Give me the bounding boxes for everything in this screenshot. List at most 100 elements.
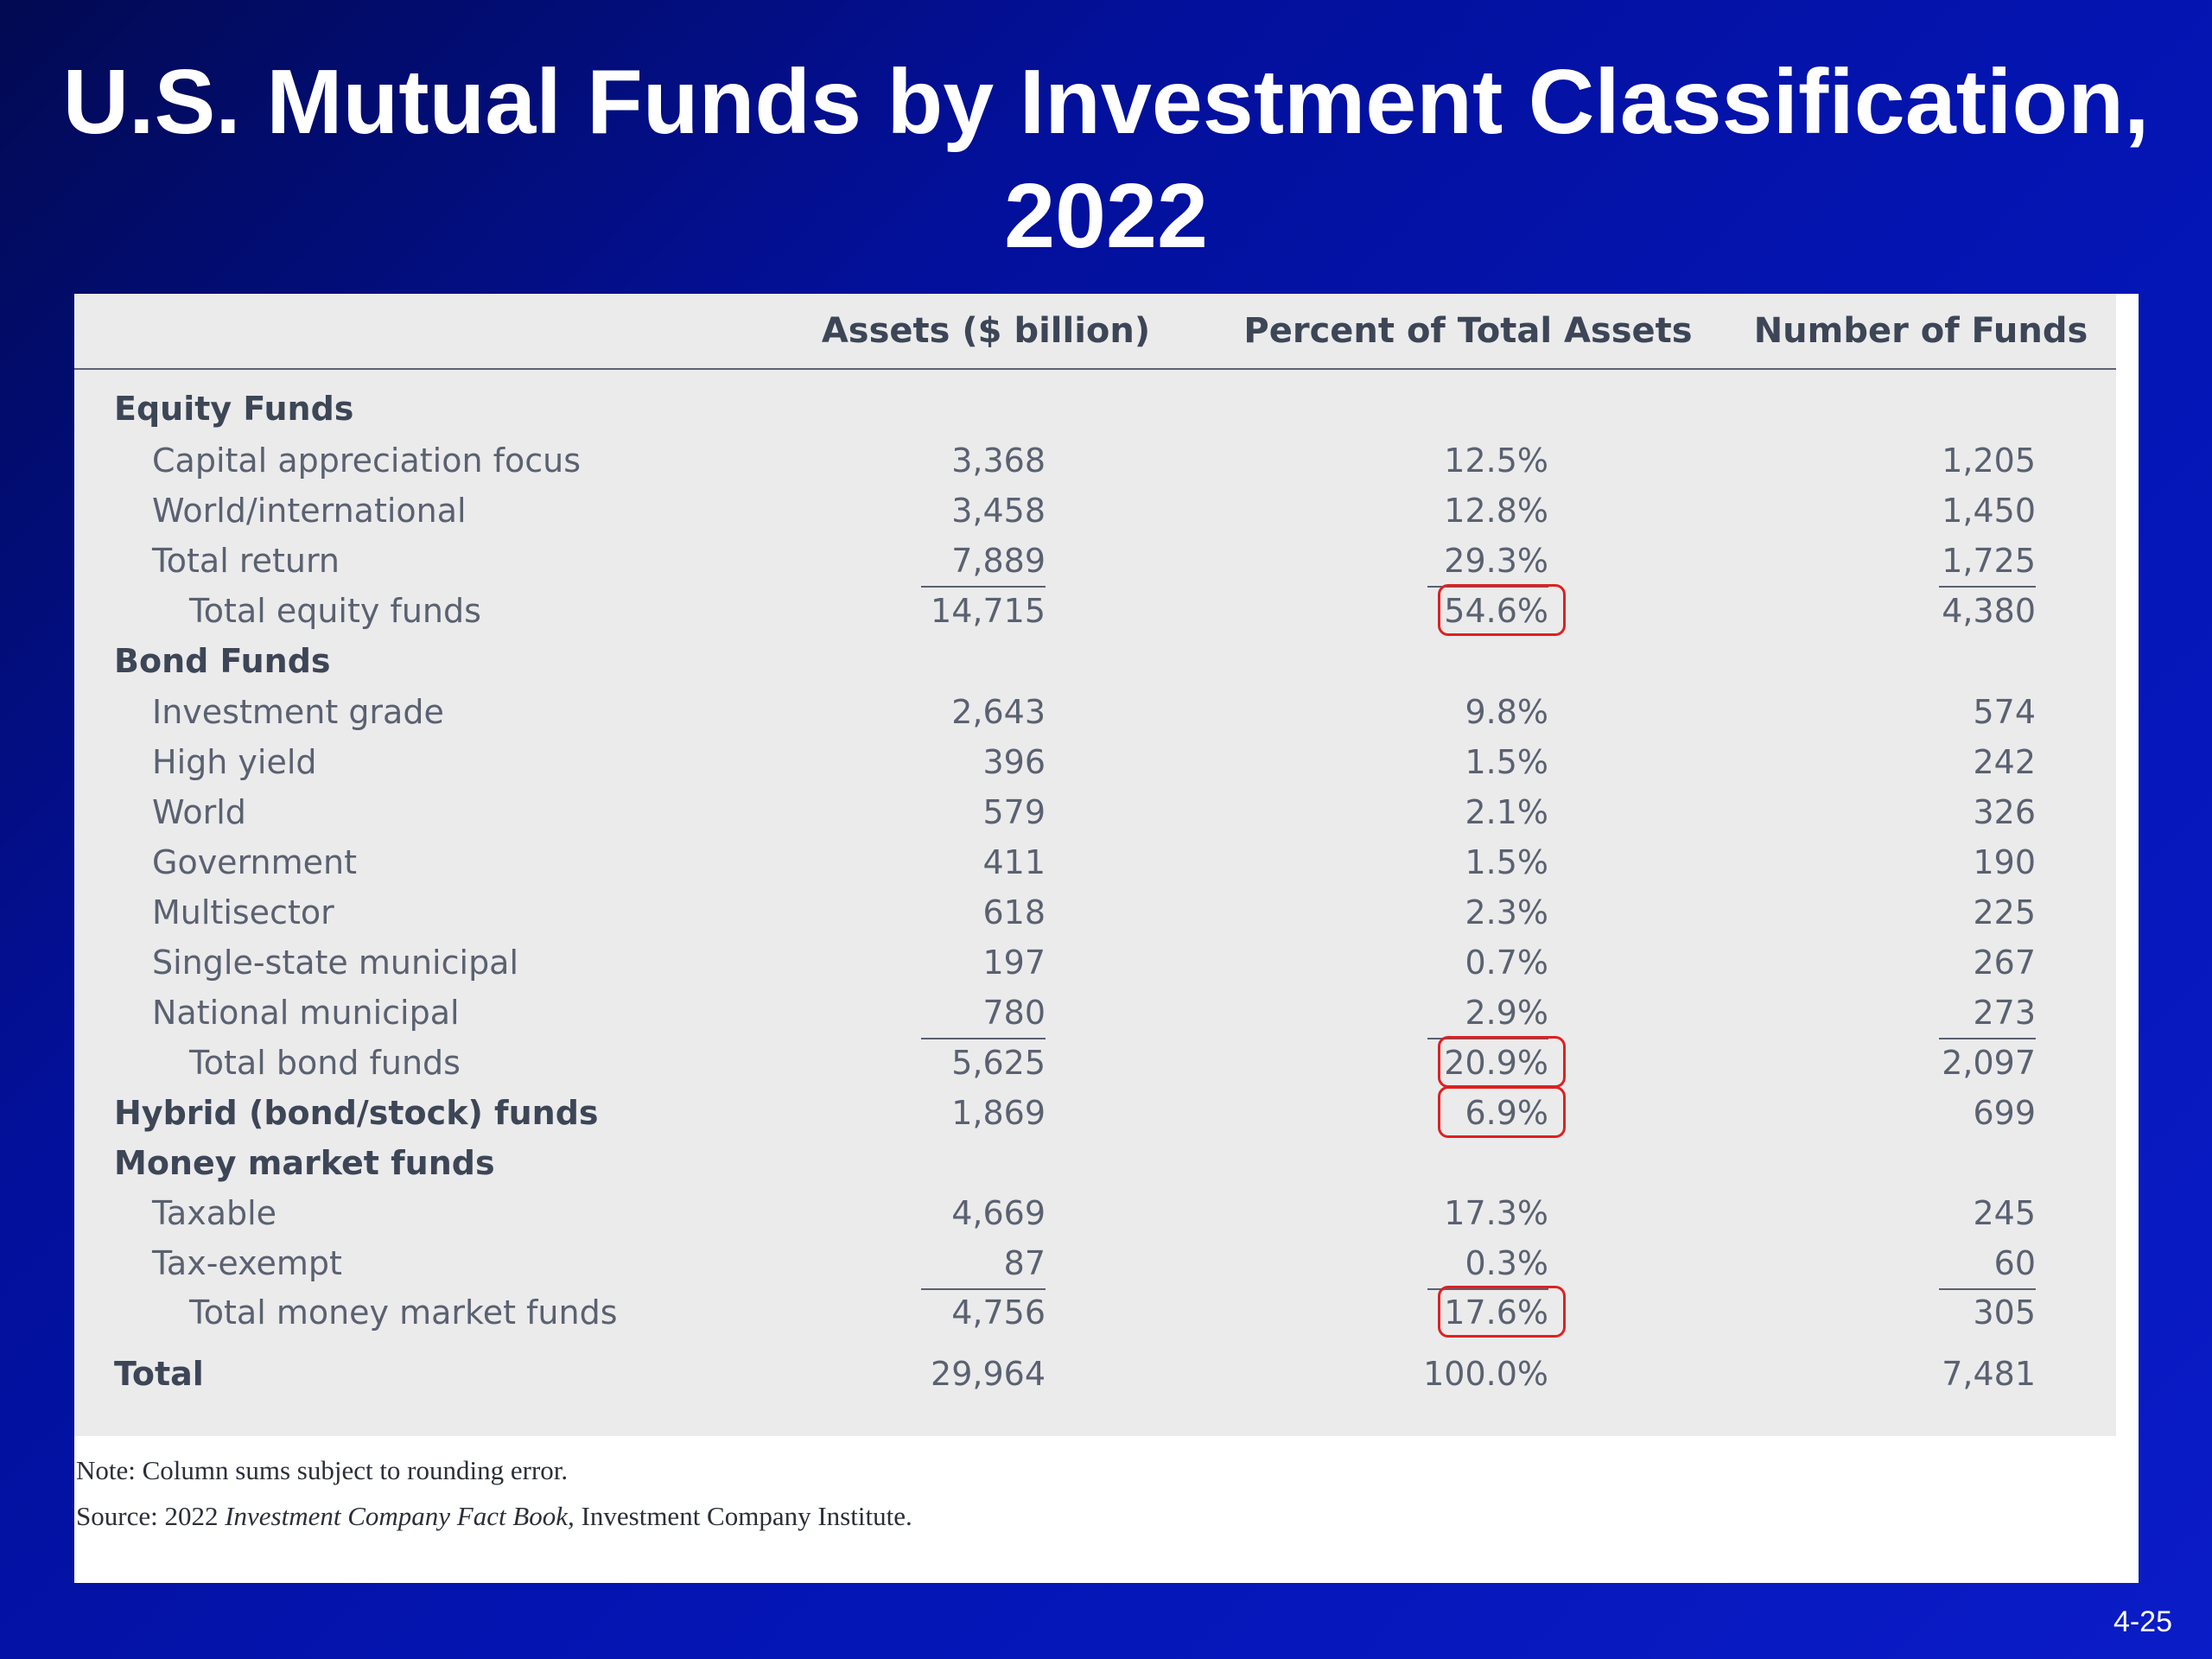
percent-value-highlighted: 54.6%	[1267, 584, 1566, 636]
assets-value: 780	[791, 988, 1046, 1039]
table-source: Source: 2022 Investment Company Fact Boo…	[76, 1501, 912, 1532]
percent-value: 29.3%	[1267, 536, 1548, 588]
percent-value: 2.9%	[1267, 988, 1548, 1039]
assets-value: 7,889	[791, 536, 1046, 588]
row-label: World/international	[152, 492, 467, 530]
table-row: Bond Funds	[74, 636, 2116, 686]
table-row: World/international 3,458 12.8% 1,450	[74, 486, 2116, 536]
row-label: Bond Funds	[114, 642, 331, 680]
row-label: Single-state municipal	[152, 944, 519, 982]
table-row: Equity Funds	[74, 384, 2116, 434]
percent-value: 2.1%	[1465, 793, 1548, 831]
assets-value: 14,715	[931, 592, 1046, 630]
row-label: Investment grade	[152, 693, 444, 731]
percent-value-highlighted: 6.9%	[1267, 1086, 1566, 1138]
header-assets: Assets ($ billion)	[821, 311, 1151, 351]
page-number: 4-25	[2113, 1605, 2172, 1638]
header-divider	[74, 368, 2116, 370]
funds-value: 574	[1973, 693, 2036, 731]
funds-value: 225	[1973, 893, 2036, 931]
funds-value: 60	[1768, 1238, 2036, 1290]
source-title: Investment Company Fact Book,	[225, 1501, 575, 1531]
percent-value: 100.0%	[1423, 1355, 1548, 1393]
table-row: Tax-exempt 87 0.3% 60	[74, 1238, 2116, 1290]
funds-value: 267	[1973, 944, 2036, 982]
row-label: Tax-exempt	[152, 1244, 342, 1282]
percent-value: 12.8%	[1444, 492, 1548, 530]
table-row: Capital appreciation focus 3,368 12.5% 1…	[74, 435, 2116, 486]
table-row: Total equity funds 14,715 54.6% 4,380	[74, 584, 2116, 636]
funds-value: 4,380	[1942, 592, 2036, 630]
table-card: Assets ($ billion) Percent of Total Asse…	[74, 294, 2139, 1583]
percent-value-highlighted: 17.6%	[1267, 1286, 1566, 1338]
funds-value: 242	[1973, 743, 2036, 781]
row-label: Money market funds	[114, 1144, 495, 1182]
row-label: National municipal	[152, 994, 460, 1032]
row-label: Equity Funds	[114, 390, 354, 428]
percent-value: 2.3%	[1465, 893, 1548, 931]
row-label: Total equity funds	[189, 592, 481, 630]
row-label: Multisector	[152, 893, 334, 931]
source-suffix: Investment Company Institute.	[574, 1501, 912, 1531]
row-label: Government	[152, 843, 357, 881]
funds-value: 2,097	[1942, 1044, 2036, 1082]
row-label: Total return	[152, 542, 340, 580]
table-row: Total bond funds 5,625 20.9% 2,097	[74, 1036, 2116, 1088]
table-row: Investment grade 2,643 9.8% 574	[74, 687, 2116, 737]
funds-value: 326	[1973, 793, 2036, 831]
percent-value-highlighted: 20.9%	[1267, 1036, 1566, 1088]
funds-value: 305	[1973, 1294, 2036, 1332]
percent-value: 1.5%	[1465, 743, 1548, 781]
table-row: Hybrid (bond/stock) funds 1,869 6.9% 699	[74, 1086, 2116, 1138]
table-row: Total return 7,889 29.3% 1,725	[74, 536, 2116, 588]
table-row: World 579 2.1% 326	[74, 787, 2116, 837]
assets-value: 2,643	[951, 693, 1046, 731]
assets-value: 29,964	[931, 1355, 1046, 1393]
source-prefix: Source: 2022	[76, 1501, 226, 1531]
table-row: Single-state municipal 197 0.7% 267	[74, 938, 2116, 988]
assets-value: 4,756	[951, 1294, 1046, 1332]
assets-value: 396	[982, 743, 1046, 781]
assets-value: 618	[982, 893, 1046, 931]
assets-value: 4,669	[951, 1194, 1046, 1232]
funds-value: 190	[1973, 843, 2036, 881]
slide-title: U.S. Mutual Funds by Investment Classifi…	[62, 51, 2150, 267]
funds-value: 245	[1973, 1194, 2036, 1232]
assets-value: 3,368	[951, 442, 1046, 480]
funds-value: 1,205	[1942, 442, 2036, 480]
funds-value: 273	[1768, 988, 2036, 1039]
table-row: National municipal 780 2.9% 273	[74, 988, 2116, 1039]
table-row: High yield 396 1.5% 242	[74, 737, 2116, 787]
table-row: Taxable 4,669 17.3% 245	[74, 1188, 2116, 1238]
row-label: Hybrid (bond/stock) funds	[114, 1094, 599, 1132]
percent-value: 12.5%	[1444, 442, 1548, 480]
assets-value: 579	[982, 793, 1046, 831]
table-row-total: Total 29,964 100.0% 7,481	[74, 1349, 2116, 1399]
row-label: Total money market funds	[189, 1294, 618, 1332]
funds-value: 7,481	[1942, 1355, 2036, 1393]
table-note: Note: Column sums subject to rounding er…	[76, 1455, 569, 1485]
row-label: High yield	[152, 743, 317, 781]
table-row: Money market funds	[74, 1138, 2116, 1188]
assets-value: 1,869	[951, 1094, 1046, 1132]
funds-value: 1,450	[1942, 492, 2036, 530]
assets-value: 197	[982, 944, 1046, 982]
assets-value: 87	[791, 1238, 1046, 1290]
assets-value: 3,458	[951, 492, 1046, 530]
funds-value: 1,725	[1768, 536, 2036, 588]
percent-value: 17.3%	[1444, 1194, 1548, 1232]
assets-value: 5,625	[951, 1044, 1046, 1082]
header-number-of-funds: Number of Funds	[1753, 311, 2088, 351]
funds-value: 699	[1973, 1094, 2036, 1132]
percent-value: 0.3%	[1267, 1238, 1548, 1290]
table-row: Government 411 1.5% 190	[74, 837, 2116, 887]
row-label: Total	[114, 1355, 204, 1393]
header-percent: Percent of Total Assets	[1243, 311, 1693, 351]
table-row: Total money market funds 4,756 17.6% 305	[74, 1286, 2116, 1338]
row-label: World	[152, 793, 246, 831]
row-label: Capital appreciation focus	[152, 442, 582, 480]
percent-value: 9.8%	[1465, 693, 1548, 731]
table-row: Multisector 618 2.3% 225	[74, 887, 2116, 938]
percent-value: 0.7%	[1465, 944, 1548, 982]
data-table: Assets ($ billion) Percent of Total Asse…	[74, 294, 2116, 1436]
